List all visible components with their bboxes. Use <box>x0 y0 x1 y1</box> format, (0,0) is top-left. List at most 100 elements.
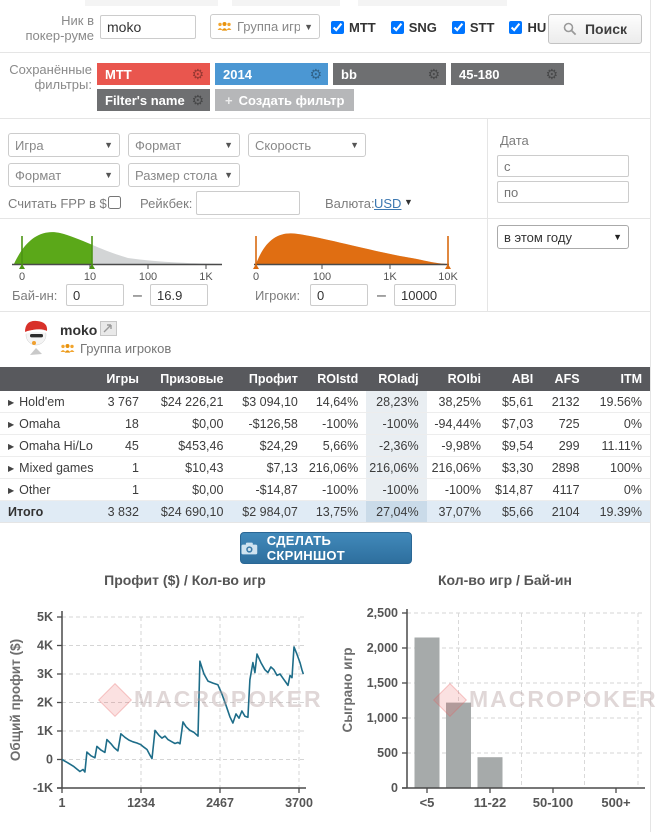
slider-handle[interactable] <box>19 236 25 269</box>
expand-arrow-icon[interactable]: ▶ <box>8 463 15 473</box>
range-dash: – <box>133 287 142 304</box>
column-header[interactable]: ITM <box>587 367 650 391</box>
game-type-checkbox-hu[interactable]: HU <box>509 20 546 35</box>
column-header[interactable]: Призовые <box>146 367 232 391</box>
checkbox-input[interactable] <box>331 21 344 34</box>
axis-tick-label: 0 <box>252 271 260 283</box>
expand-arrow-icon[interactable]: ▶ <box>8 485 15 495</box>
column-header[interactable]: ABI <box>488 367 542 391</box>
table-total-row[interactable]: Итого 3 832 $24 690,10 $2 984,07 13,75% 27,04… <box>0 500 650 523</box>
fpp-checkbox[interactable] <box>108 196 121 209</box>
column-header[interactable]: ROIbi <box>426 367 489 391</box>
saved-filter-chip[interactable]: MTT ⚙ <box>97 63 210 85</box>
checkbox-label: SNG <box>408 20 437 35</box>
notes-icon[interactable] <box>100 321 117 336</box>
currency-value-link[interactable]: USD <box>374 196 402 211</box>
create-filter-button[interactable]: + Создать фильтр <box>215 89 355 111</box>
players-axis-labels: 0 100 1K 10K <box>250 271 458 285</box>
buyin-distribution-slider[interactable] <box>8 224 228 272</box>
stat-cell: 2104 <box>541 500 588 523</box>
game-type-checkbox-stt[interactable]: STT <box>451 20 494 35</box>
expand-arrow-icon[interactable]: ▶ <box>8 419 15 429</box>
table-row[interactable]: ▶ Other 1 $0,00 -$14,87 -100% -100% -100% $14,87… <box>0 478 650 501</box>
chip-gear-icon[interactable]: ⚙ <box>545 66 558 82</box>
column-header[interactable]: AFS <box>541 367 588 391</box>
column-header[interactable]: ROIstd <box>305 367 367 391</box>
slider-handle[interactable] <box>89 236 95 269</box>
column-header[interactable]: ROIadj <box>366 367 427 391</box>
stat-cell: $3,30 <box>488 456 542 479</box>
players-min-input[interactable] <box>310 284 368 306</box>
expand-arrow-icon[interactable]: ▶ <box>8 441 15 451</box>
saved-filter-chip[interactable]: Filter's name ⚙ <box>97 89 210 111</box>
nick-input[interactable] <box>100 15 196 39</box>
stat-cell: 216,06% <box>305 456 367 479</box>
chip-label: bb <box>341 66 357 82</box>
camera-icon <box>241 542 258 554</box>
checkbox-input[interactable] <box>509 21 523 34</box>
saved-filter-chip[interactable]: bb ⚙ <box>333 63 446 85</box>
chip-gear-icon[interactable]: ⚙ <box>309 66 322 82</box>
buyin-max-input[interactable] <box>150 284 208 306</box>
player-group-select[interactable]: Группа игроков ▼ <box>210 14 320 39</box>
saved-filter-chip[interactable]: 45-180 ⚙ <box>451 63 564 85</box>
game-type-checkbox-mtt[interactable]: MTT <box>331 20 376 35</box>
game-name-cell[interactable]: ▶ Mixed games <box>0 456 97 479</box>
game-name-cell[interactable]: ▶ Other <box>0 478 97 501</box>
slider-handle[interactable] <box>253 236 259 269</box>
period-select[interactable]: в этом году ▼ <box>497 225 629 249</box>
chevron-down-icon[interactable]: ▼ <box>404 197 413 207</box>
rakeback-input[interactable] <box>196 191 300 215</box>
make-screenshot-label: СДЕЛАТЬ СКРИНШОТ <box>266 533 345 563</box>
saved-filter-chip[interactable]: 2014 ⚙ <box>215 63 328 85</box>
checkbox-input[interactable] <box>451 21 465 34</box>
stat-cell: -100% <box>426 478 489 501</box>
games-by-buyin-chart: Кол-во игр / Бай-ин Сыграно игр 2,500 2,0… <box>330 570 671 832</box>
stat-cell: 3 767 <box>96 391 147 413</box>
game-name-cell[interactable]: ▶ Omaha <box>0 412 97 435</box>
players-label: Игроки: <box>255 288 301 303</box>
game-select[interactable]: Игра ▼ <box>8 133 120 157</box>
date-from-input[interactable] <box>497 155 629 177</box>
column-header[interactable]: Игры <box>96 367 147 391</box>
players-max-input[interactable] <box>394 284 456 306</box>
y-tick-label: -1K <box>33 781 53 795</box>
make-screenshot-button[interactable]: СДЕЛАТЬ СКРИНШОТ <box>240 532 412 564</box>
game-type-checkbox-sng[interactable]: SNG <box>390 20 437 35</box>
speed-select[interactable]: Скорость ▼ <box>248 133 366 157</box>
x-tick-label: 1 <box>59 796 66 810</box>
top-tab-stub[interactable] <box>358 0 507 6</box>
stat-cell: $453,46 <box>146 434 232 457</box>
date-to-input[interactable] <box>497 181 629 203</box>
table-row[interactable]: ▶ Omaha 18 $0,00 -$126,58 -100% -100% -94,44% $7… <box>0 412 650 435</box>
table-row[interactable]: ▶ Mixed games 1 $10,43 $7,13 216,06% 216,06% 21… <box>0 456 650 479</box>
column-header[interactable]: Профит <box>231 367 306 391</box>
stat-cell: 14,64% <box>305 391 367 413</box>
stat-cell: -$14,87 <box>231 478 306 501</box>
chip-gear-icon[interactable]: ⚙ <box>191 92 204 108</box>
format-select[interactable]: Формат ▼ <box>128 133 240 157</box>
table-row[interactable]: ▶ Omaha Hi/Lo 45 $453,46 $24,29 5,66% -2,36% -9… <box>0 434 650 457</box>
stat-cell: -100% <box>366 478 427 501</box>
select-value: Скорость <box>255 137 312 153</box>
slider-handle[interactable] <box>445 236 451 269</box>
table-row[interactable]: ▶ Hold'em 3 767 $24 226,21 $3 094,10 14,64% 28… <box>0 391 650 413</box>
profit-line <box>61 646 305 773</box>
table-size-select[interactable]: Размер стола ▼ <box>128 163 240 187</box>
chip-gear-icon[interactable]: ⚙ <box>427 66 440 82</box>
game-name-cell[interactable]: ▶ Omaha Hi/Lo <box>0 434 97 457</box>
buyin-label: Бай-ин: <box>12 288 58 303</box>
chip-gear-icon[interactable]: ⚙ <box>191 66 204 82</box>
buyin-min-input[interactable] <box>66 284 124 306</box>
players-distribution-slider[interactable] <box>250 224 455 272</box>
format2-select[interactable]: Формат ▼ <box>8 163 120 187</box>
top-tab-stub[interactable] <box>232 0 340 6</box>
search-button[interactable]: Поиск <box>548 14 642 44</box>
top-tab-stub[interactable] <box>85 0 218 6</box>
game-name-cell[interactable]: ▶ Hold'em <box>0 391 97 413</box>
expand-arrow-icon[interactable]: ▶ <box>8 397 15 407</box>
stat-cell: $0,00 <box>146 412 232 435</box>
checkbox-input[interactable] <box>390 21 404 34</box>
plus-icon: + <box>225 92 233 108</box>
